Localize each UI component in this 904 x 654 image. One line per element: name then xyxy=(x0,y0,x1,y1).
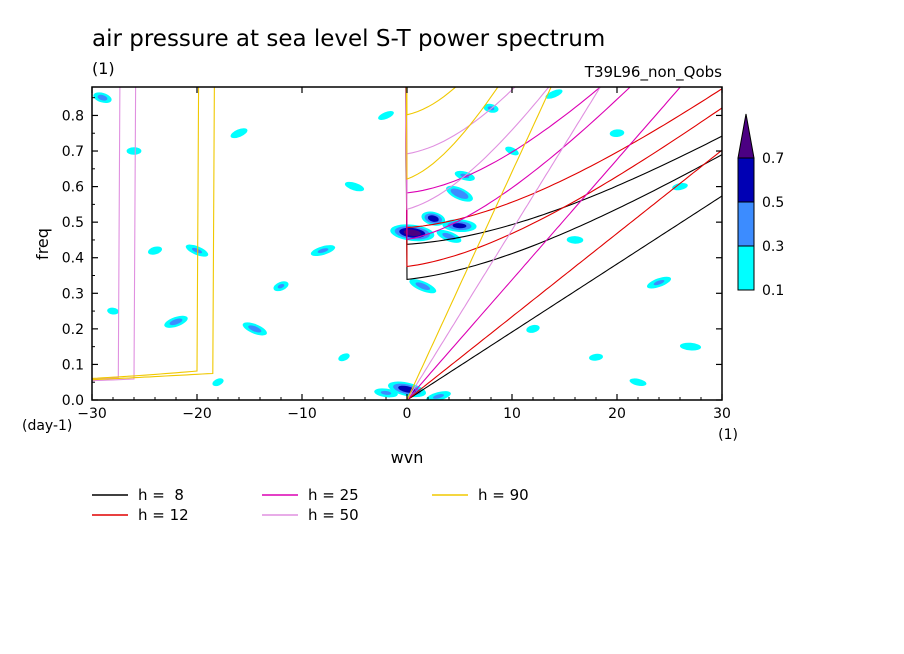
dispersion-curve xyxy=(406,149,722,400)
y-axis-unit: (day-1) xyxy=(22,418,72,434)
heatmap-cell xyxy=(169,318,183,326)
legend: h = 8 h = 12 h = 25 h = 50 h = 90 xyxy=(92,486,529,524)
dispersion-curve xyxy=(405,87,722,268)
x-tick-label: 20 xyxy=(608,406,626,422)
heatmap-cell xyxy=(526,324,540,333)
legend-label: h = 90 xyxy=(478,486,529,504)
heatmap-cell xyxy=(97,94,108,101)
heatmap-cell xyxy=(545,89,563,99)
colorbar: 0.1 0.3 0.5 0.7 xyxy=(737,113,784,299)
colorbar-swatch xyxy=(737,157,755,203)
x-tick-label: 10 xyxy=(503,406,521,422)
y-tick-label: 0.3 xyxy=(62,286,84,302)
dispersion-curve xyxy=(92,87,457,381)
y-tick-label: 0.5 xyxy=(62,215,84,231)
heatmap-cell xyxy=(653,279,665,286)
heatmap-cell xyxy=(277,284,285,289)
heatmap-cell xyxy=(378,111,394,120)
x-tick-label: 30 xyxy=(713,406,731,422)
heatmap-cell xyxy=(248,325,262,333)
heatmap-cell xyxy=(403,229,421,237)
heatmap-cell xyxy=(566,236,584,244)
chart-title: air pressure at sea level S-T power spec… xyxy=(92,26,605,52)
y-tick-label: 0.6 xyxy=(62,180,84,196)
heatmap-cell xyxy=(672,182,688,191)
heatmap-cell xyxy=(589,353,603,361)
x-tick-label: −10 xyxy=(287,406,317,422)
plot-area: −30 −20 −10 0 10 20 30 0.0 0.1 0.2 0.3 0.4 0.5 0.6 0.7… xyxy=(62,86,731,422)
heatmap-cell xyxy=(505,146,519,156)
dispersion-curve xyxy=(406,87,552,400)
dispersion-curve xyxy=(406,87,601,400)
y-tick-label: 0.0 xyxy=(62,393,84,409)
heatmap-cell xyxy=(191,247,203,254)
heatmap-cell xyxy=(679,342,702,351)
legend-label: h = 8 xyxy=(138,486,184,504)
heatmap-cell xyxy=(380,390,392,395)
dispersion-curve xyxy=(406,195,722,400)
x-tick-label: −30 xyxy=(77,406,107,422)
colorbar-label: 0.7 xyxy=(762,151,784,167)
heatmap-cell xyxy=(317,248,329,254)
heatmap-cell xyxy=(212,378,224,387)
heatmap-cell xyxy=(629,378,647,386)
colorbar-label: 0.5 xyxy=(762,195,784,211)
heatmap-cell xyxy=(442,232,456,240)
y-tick-label: 0.7 xyxy=(62,144,84,160)
legend-label: h = 50 xyxy=(308,506,359,524)
dispersion-curve xyxy=(405,87,722,281)
chart-subtitle-left: (1) xyxy=(92,59,115,78)
heatmap-cell xyxy=(126,147,142,155)
colorbar-label: 0.1 xyxy=(762,283,784,299)
x-axis-unit: (1) xyxy=(718,427,738,443)
chart-subtitle-right: T39L96_non_Qobs xyxy=(584,63,722,82)
heatmap-cell xyxy=(609,129,625,138)
colorbar-extend-triangle xyxy=(737,113,755,159)
heatmap-cell xyxy=(432,394,445,399)
dispersion-curve xyxy=(405,87,631,241)
heatmap-cell xyxy=(415,282,431,291)
x-axis-label: wvn xyxy=(391,448,424,467)
x-tick-label: 0 xyxy=(403,406,412,422)
colorbar-label: 0.3 xyxy=(762,239,784,255)
heatmap-cell xyxy=(107,307,119,315)
colorbar-swatch xyxy=(737,245,755,291)
y-tick-label: 0.8 xyxy=(62,108,84,124)
heatmap-cell xyxy=(344,181,365,192)
heatmap-cell xyxy=(450,188,469,199)
dispersion-curve xyxy=(92,87,550,380)
heatmap-cell xyxy=(452,223,467,229)
y-tick-label: 0.2 xyxy=(62,322,84,338)
colorbar-swatch xyxy=(737,201,755,247)
dispersion-curve xyxy=(92,87,499,379)
heatmap-cell xyxy=(147,246,163,255)
heatmap-cell xyxy=(427,215,439,222)
legend-label: h = 12 xyxy=(138,506,189,524)
heatmap-cell xyxy=(338,353,350,362)
legend-label: h = 25 xyxy=(308,486,359,504)
heatmap-cell xyxy=(230,128,248,139)
y-tick-label: 0.1 xyxy=(62,357,84,373)
y-axis-label: freq xyxy=(33,228,52,260)
x-tick-label: −20 xyxy=(182,406,212,422)
dispersion-curve xyxy=(406,87,682,400)
y-tick-label: 0.4 xyxy=(62,251,84,267)
